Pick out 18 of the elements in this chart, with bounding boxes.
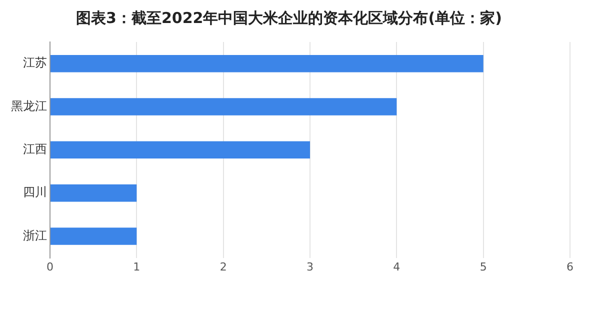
y-tick-label: 江西 — [23, 142, 47, 156]
x-tick-label: 1 — [133, 260, 140, 274]
y-tick-label: 黑龙江 — [11, 98, 47, 113]
y-tick-label: 江苏 — [23, 56, 47, 70]
y-tick-label: 四川 — [23, 185, 47, 200]
chart-title: 图表3：截至2022年中国大米企业的资本化区域分布(单位：家) — [76, 8, 502, 27]
bar — [50, 228, 137, 245]
bar — [50, 141, 310, 159]
x-tick-label: 0 — [46, 260, 54, 274]
bar — [50, 54, 484, 72]
x-tick-label: 6 — [566, 260, 574, 274]
x-tick-label: 4 — [393, 260, 400, 274]
x-tick-label: 2 — [220, 260, 227, 274]
bar — [50, 98, 397, 116]
x-tick-label: 3 — [306, 260, 314, 274]
x-tick-label: 5 — [480, 260, 487, 274]
y-tick-label: 浙江 — [23, 228, 47, 242]
bar — [50, 184, 137, 202]
